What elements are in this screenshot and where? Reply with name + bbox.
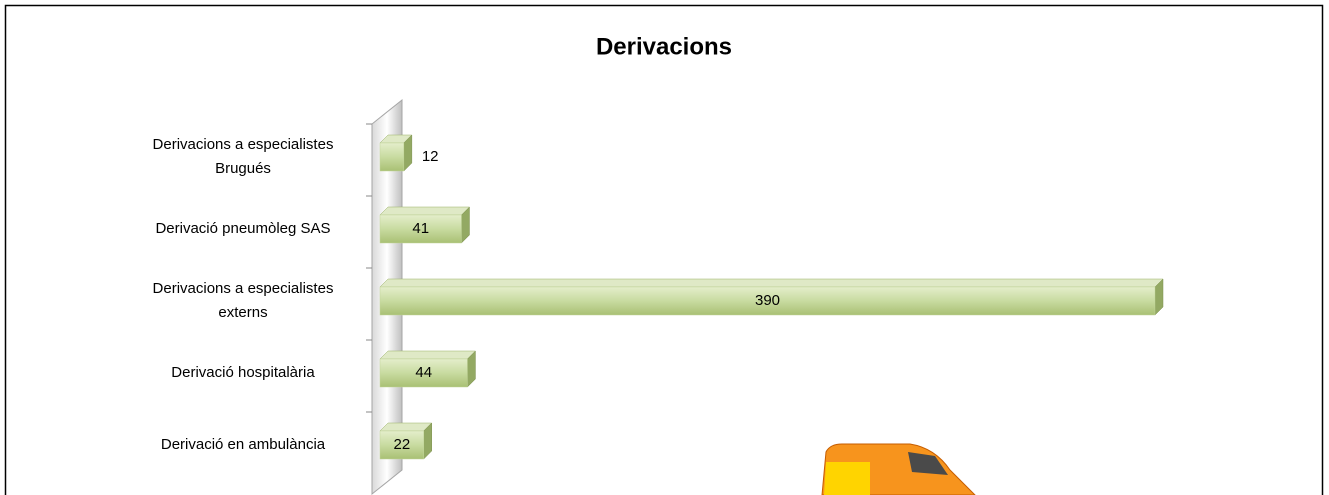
chart-title: Derivacions — [596, 33, 732, 60]
value-label: 41 — [412, 220, 429, 237]
y-tick-label: Derivacions a especialistes Brugués — [128, 133, 358, 181]
bar-top — [380, 207, 469, 215]
chart-frame: Derivacions 12 41 390 44 22 Derivacions a es… — [0, 0, 1329, 495]
y-tick-label: Derivació en ambulància — [128, 433, 358, 457]
bar-top — [380, 351, 475, 359]
bar — [380, 143, 404, 171]
value-label: 390 — [755, 292, 780, 309]
y-tick-label: Derivació hospitalària — [128, 361, 358, 385]
value-label: 22 — [394, 436, 411, 453]
bar-top — [380, 279, 1163, 287]
y-tick-label: Derivació pneumòleg SAS — [128, 217, 358, 241]
chart-border — [6, 6, 1323, 495]
value-label: 44 — [415, 364, 432, 381]
y-tick-label: Derivacions a especialistes externs — [128, 277, 358, 325]
chart: Derivacions 12 41 390 44 22 — [0, 0, 1329, 495]
bar-top — [380, 423, 432, 431]
value-label: 12 — [422, 148, 439, 165]
